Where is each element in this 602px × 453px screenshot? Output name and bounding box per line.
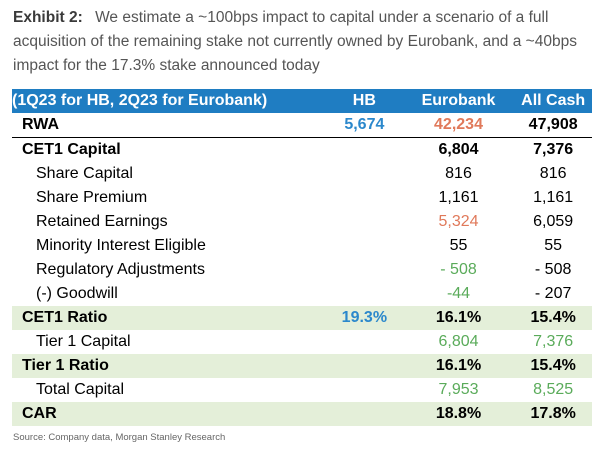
cell-all-cash: 17.8%	[514, 402, 592, 426]
row-label: CET1 Ratio	[12, 306, 327, 330]
row-label: Regulatory Adjustments	[36, 261, 205, 278]
row-label: CET1 Capital	[22, 141, 121, 158]
row-label: CAR	[12, 402, 327, 426]
cell-eurobank: 55	[449, 237, 468, 254]
table-row: Minority Interest Eligible 55 55	[12, 234, 592, 258]
cell-eurobank: 6,804	[438, 333, 479, 350]
header-hb: HB	[326, 89, 403, 113]
cell-hb	[326, 354, 403, 378]
table-row: Share Premium 1,161 1,161	[12, 186, 592, 210]
cell-all-cash: - 207	[534, 285, 572, 302]
row-label: Minority Interest Eligible	[36, 237, 206, 254]
cell-hb	[326, 282, 403, 306]
table-row: Share Capital 816 816	[12, 162, 592, 186]
table-row: CAR 18.8% 17.8%	[12, 402, 592, 426]
cell-eurobank: 7,953	[438, 381, 479, 398]
cell-all-cash: 1,161	[533, 189, 574, 206]
table-row: (-) Goodwill -44 - 207	[12, 282, 592, 306]
table-row: Tier 1 Capital 6,804 7,376	[12, 330, 592, 354]
cell-eurobank: 5,324	[438, 213, 479, 230]
cell-eurobank: - 508	[440, 261, 477, 278]
cell-hb	[326, 138, 403, 163]
table-row: Tier 1 Ratio 16.1% 15.4%	[12, 354, 592, 378]
table-row: RWA 5,674 42,234 47,908	[12, 113, 592, 138]
row-label: Retained Earnings	[36, 213, 168, 230]
cell-hb	[326, 402, 403, 426]
cell-hb	[326, 378, 403, 402]
cell-all-cash: 15.4%	[514, 306, 592, 330]
exhibit-label: Exhibit 2:	[13, 9, 83, 26]
cell-eurobank: 42,234	[402, 113, 515, 138]
row-label: Share Capital	[36, 165, 133, 182]
table-row: CET1 Ratio 19.3% 16.1% 15.4%	[12, 306, 592, 330]
capital-impact-table: (1Q23 for HB, 2Q23 for Eurobank) HB Euro…	[12, 89, 592, 426]
cell-hb	[326, 258, 403, 282]
row-label: Total Capital	[36, 381, 125, 398]
header-period: (1Q23 for HB, 2Q23 for Eurobank)	[12, 89, 327, 113]
cell-all-cash: 6,059	[533, 213, 574, 230]
source-note: Source: Company data, Morgan Stanley Res…	[13, 432, 226, 443]
table-row: Retained Earnings 5,324 6,059	[12, 210, 592, 234]
cell-all-cash: 7,376	[533, 141, 574, 158]
cell-hb	[326, 234, 403, 258]
header-all-cash: All Cash	[514, 89, 592, 113]
table-row: CET1 Capital 6,804 7,376	[12, 138, 592, 163]
table-header-row: (1Q23 for HB, 2Q23 for Eurobank) HB Euro…	[12, 89, 592, 113]
cell-eurobank: 16.1%	[402, 306, 515, 330]
cell-hb	[326, 330, 403, 354]
cell-all-cash: 47,908	[514, 113, 592, 138]
exhibit-title: We estimate a ~100bps impact to capital …	[13, 9, 577, 74]
row-label: (-) Goodwill	[36, 285, 118, 302]
cell-hb: 5,674	[326, 113, 403, 138]
cell-all-cash: 55	[544, 237, 563, 254]
cell-all-cash: 7,376	[533, 333, 574, 350]
cell-eurobank: 16.1%	[402, 354, 515, 378]
table-row: Regulatory Adjustments - 508 - 508	[12, 258, 592, 282]
cell-eurobank: 6,804	[438, 141, 479, 158]
table-row: Total Capital 7,953 8,525	[12, 378, 592, 402]
cell-hb	[326, 186, 403, 210]
cell-all-cash: 8,525	[533, 381, 574, 398]
cell-eurobank: -44	[446, 285, 471, 302]
row-label: Tier 1 Ratio	[12, 354, 327, 378]
cell-hb	[326, 162, 403, 186]
cell-eurobank: 816	[445, 165, 472, 182]
cell-all-cash: 816	[539, 165, 567, 182]
cell-eurobank: 18.8%	[402, 402, 515, 426]
header-eurobank: Eurobank	[402, 89, 515, 113]
exhibit-caption: Exhibit 2: We estimate a ~100bps impact …	[13, 6, 593, 78]
row-label: RWA	[12, 113, 327, 138]
cell-all-cash: - 508	[534, 261, 572, 278]
cell-all-cash: 15.4%	[514, 354, 592, 378]
row-label: Share Premium	[36, 189, 148, 206]
cell-hb	[326, 210, 403, 234]
cell-eurobank: 1,161	[438, 189, 479, 206]
cell-hb: 19.3%	[326, 306, 403, 330]
row-label: Tier 1 Capital	[36, 333, 131, 350]
